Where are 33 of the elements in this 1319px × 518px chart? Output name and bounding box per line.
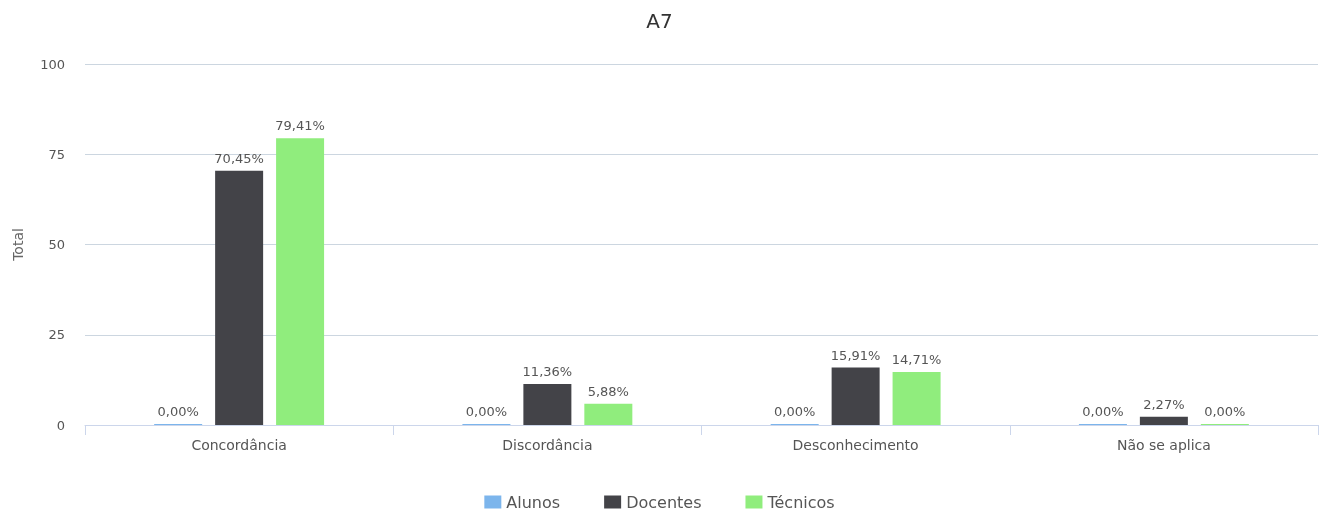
y-tick-label: 25 — [48, 327, 65, 343]
data-label: 0,00% — [1204, 404, 1246, 419]
bar — [215, 170, 264, 425]
x-tick-label: Não se aplica — [1116, 437, 1211, 453]
chart-title: A7 — [646, 9, 673, 33]
y-tick-label: 100 — [40, 56, 65, 72]
bar — [523, 383, 572, 425]
data-label: 0,00% — [1082, 404, 1124, 419]
legend-label: Docentes — [626, 492, 702, 512]
x-tick-label: Discordância — [502, 437, 593, 453]
bar — [276, 138, 325, 425]
data-label: 14,71% — [891, 351, 942, 367]
data-label: 11,36% — [522, 363, 573, 379]
bar — [584, 403, 633, 425]
data-label: 0,00% — [157, 404, 199, 419]
y-tick-label: 50 — [48, 237, 65, 252]
data-label: 15,91% — [830, 347, 881, 363]
bar — [892, 371, 941, 425]
legend-label: Técnicos — [766, 492, 835, 512]
x-tick-label: Concordância — [191, 437, 287, 453]
y-tick-label: 0 — [56, 417, 65, 433]
data-label: 5,88% — [587, 383, 629, 399]
x-tick-label: Desconhecimento — [792, 437, 919, 453]
legend-label: Alunos — [506, 492, 561, 512]
data-label: 70,45% — [214, 150, 264, 166]
data-label: 0,00% — [774, 404, 816, 419]
data-label: 79,41% — [275, 118, 325, 134]
data-label: 2,27% — [1143, 396, 1185, 412]
bar — [831, 367, 880, 425]
data-label: 0,00% — [465, 404, 508, 419]
y-axis-title: Total — [10, 228, 26, 262]
y-tick-label: 75 — [48, 146, 65, 162]
bar — [1139, 416, 1188, 425]
